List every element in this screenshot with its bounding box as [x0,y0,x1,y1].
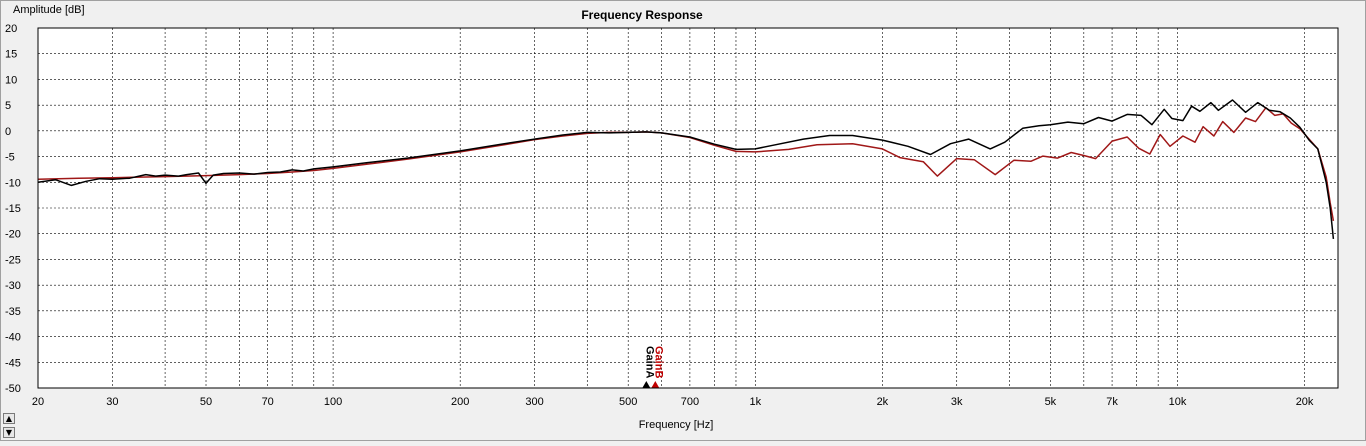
x-tick-label: 5k [1045,396,1057,408]
y-axis-label: Amplitude [dB] [13,4,85,16]
series-line-2 [37,106,1335,222]
y-tick-label: -40 [5,332,21,344]
y-tick-label: -25 [5,254,21,266]
y-tick-label: 20 [5,23,17,35]
x-tick-label: 3k [951,396,963,408]
x-tick-label: 200 [451,396,469,408]
scroll-up-button[interactable]: ▲ [3,413,15,424]
y-tick-label: -30 [5,280,21,292]
x-tick-label: 1k [749,396,761,408]
y-tick-label: 5 [5,100,11,112]
y-tick-label: -20 [5,229,21,241]
x-tick-label: 20k [1296,396,1314,408]
x-tick-label: 500 [619,396,637,408]
marker-triangle [651,381,660,388]
marker-label: GainB [652,346,664,378]
marker-gainb: GainB [652,346,664,378]
x-tick-label: 300 [525,396,543,408]
marker-label: GainA [643,346,655,378]
y-tick-label: -50 [5,383,21,395]
scroll-down-button[interactable]: ▼ [3,427,15,438]
x-tick-label: 2k [877,396,889,408]
plot-border [37,27,1339,389]
x-tick-label: 30 [106,396,118,408]
x-tick-label: 10k [1169,396,1187,408]
y-tick-label: -10 [5,177,21,189]
x-tick-label: 50 [200,396,212,408]
y-tick-label: 10 [5,74,17,86]
y-tick-label: -5 [5,152,15,164]
marker-triangle [642,381,651,388]
y-tick-label: 15 [5,49,17,61]
y-tick-label: 0 [5,126,11,138]
y-tick-label: -35 [5,306,21,318]
x-axis-label: Frequency [Hz] [639,419,714,431]
y-tick-label: -45 [5,357,21,369]
marker-gaina: GainA [643,346,655,378]
x-tick-label: 20 [32,396,44,408]
x-tick-label: 7k [1106,396,1118,408]
x-tick-label: 700 [681,396,699,408]
chart-title: Frequency Response [581,8,703,22]
x-tick-label: 70 [262,396,274,408]
y-tick-label: -15 [5,203,21,215]
series-line-1 [37,99,1335,239]
x-tick-label: 100 [324,396,342,408]
